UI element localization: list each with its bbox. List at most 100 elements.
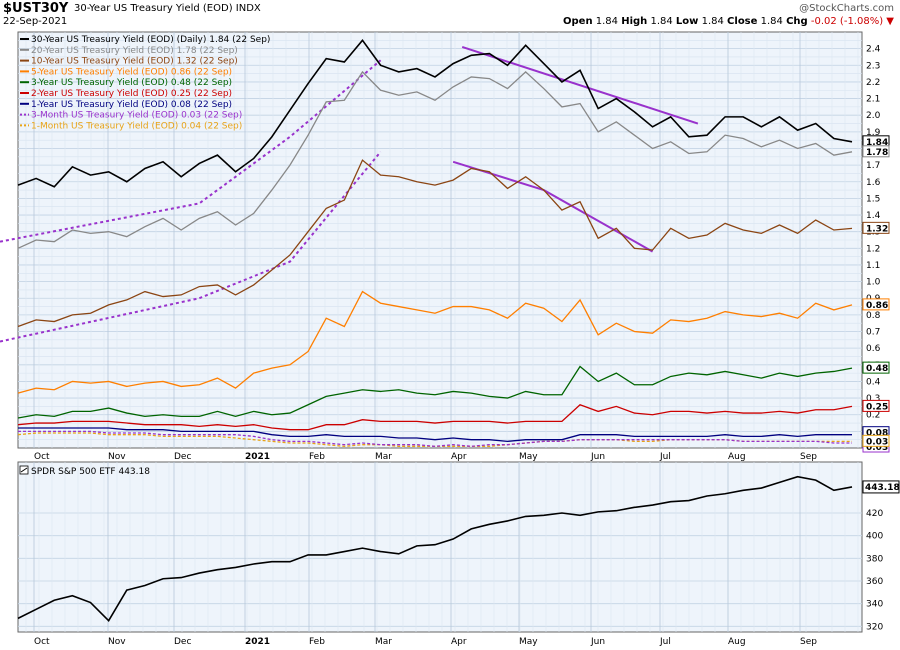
x-month-label: Sep — [800, 637, 817, 647]
last-value-box — [862, 480, 900, 494]
chg-label: Chg — [786, 16, 808, 27]
trendline — [0, 59, 382, 243]
last-value-box — [862, 221, 890, 234]
last-value-tag: 0.86 — [862, 298, 890, 311]
spy-last-value-tag: 443.18 — [862, 480, 900, 494]
y-tick-label: 340 — [866, 600, 883, 610]
last-value-text: 1.84 — [866, 138, 888, 148]
x-month-label: Sep — [800, 452, 817, 462]
y-tick-label: 0.8 — [866, 311, 881, 321]
legend-label: 3-Year US Treasury Yield (EOD) 0.48 (22 … — [31, 78, 232, 88]
low-label: Low — [675, 16, 699, 27]
last-value-box — [862, 434, 890, 447]
symbol-description: 30-Year US Treasury Yield (EOD) INDX — [74, 3, 261, 14]
trendline — [461, 46, 699, 125]
open-value: 1.84 — [595, 16, 619, 27]
y-tick-label: 1.2 — [866, 244, 880, 254]
symbol-label: $UST30Y — [3, 1, 69, 16]
last-value-text: 1.32 — [866, 224, 888, 234]
y-tick-label: 2.0 — [866, 111, 881, 121]
high-value: 1.84 — [650, 16, 673, 27]
close-label: Close — [727, 16, 758, 27]
x-month-label: Nov — [108, 452, 126, 462]
legend: 30-Year US Treasury Yield (EOD) (Daily) … — [20, 35, 270, 131]
legend-label: 3-Month US Treasury Yield (EOD) 0.03 (22… — [31, 111, 242, 121]
y-tick-label: 0.3 — [866, 394, 880, 404]
y-tick-label: 1.5 — [866, 194, 880, 204]
x-month-label: Dec — [174, 452, 191, 462]
last-value-box — [862, 145, 890, 158]
series-line — [17, 290, 853, 394]
last-value-tag: 0.25 — [862, 399, 890, 412]
last-value-text: 1.78 — [866, 148, 888, 158]
main-grid — [18, 32, 862, 448]
x-month-label: 2021 — [245, 637, 270, 647]
last-value-text: 0.08 — [866, 429, 888, 439]
ohlc-readout: Open 1.84 High 1.84 Low 1.84 Close 1.84 … — [563, 16, 894, 27]
y-tick-label: 1.7 — [866, 161, 880, 171]
y-tick-label: 420 — [866, 509, 883, 519]
series-line — [18, 427, 852, 442]
x-month-label: Feb — [309, 637, 325, 647]
y-tick-label: 320 — [866, 622, 883, 632]
last-value-tag: 0.48 — [862, 361, 890, 374]
last-value-tag: 0.03 — [862, 434, 890, 447]
y-tick-label: 400 — [866, 532, 883, 542]
x-month-label: Apr — [451, 637, 467, 647]
y-tick-label: 380 — [866, 554, 883, 564]
close-value: 1.84 — [760, 16, 783, 27]
x-month-label: Dec — [174, 637, 191, 647]
last-value-text: 0.48 — [866, 364, 888, 374]
series-line — [17, 70, 853, 249]
y-tick-label: 2.1 — [866, 95, 880, 105]
legend-swatch-mark — [20, 467, 28, 473]
y-tick-label: 2.2 — [866, 78, 880, 88]
y-tick-label: 0.2 — [866, 411, 880, 421]
chart-date: 22-Sep-2021 — [3, 16, 68, 27]
y-tick-label: 360 — [866, 577, 883, 587]
spy-panel — [17, 461, 863, 633]
trendline — [0, 151, 382, 343]
legend-label: 2-Year US Treasury Yield (EOD) 0.25 (22 … — [31, 89, 232, 99]
x-month-label: 2021 — [245, 452, 270, 462]
legend-label: 30-Year US Treasury Yield (EOD) (Daily) … — [31, 35, 270, 45]
legend-label: 10-Year US Treasury Yield (EOD) 1.32 (22… — [31, 57, 238, 67]
x-month-label: Oct — [34, 637, 50, 647]
down-arrow-icon: ▼ — [886, 16, 894, 27]
x-month-label: Mar — [375, 452, 392, 462]
x-month-label: May — [519, 637, 538, 647]
x-month-label: Aug — [728, 452, 746, 462]
spy-line — [17, 475, 853, 622]
y-tick-label: 2.3 — [866, 61, 880, 71]
last-value-text: 0.03 — [866, 437, 888, 447]
last-value-tag: 1.78 — [862, 145, 890, 158]
y-tick-label: 1.1 — [866, 261, 880, 271]
last-value-box — [862, 298, 890, 311]
x-month-label: Apr — [451, 452, 467, 462]
legend-label: 1-Month US Treasury Yield (EOD) 0.04 (22… — [31, 121, 242, 131]
legend-label: 1-Year US Treasury Yield (EOD) 0.08 (22 … — [31, 100, 232, 110]
high-label: High — [621, 16, 648, 27]
low-value: 1.84 — [701, 16, 724, 27]
spy-legend: SPDR S&P 500 ETF 443.18 — [19, 465, 150, 477]
y-tick-label: 0.4 — [866, 377, 881, 387]
last-value-box — [862, 361, 890, 374]
y-tick-label: 0.7 — [866, 328, 880, 338]
x-month-label: Jun — [590, 452, 605, 462]
x-month-label: Jul — [659, 452, 671, 462]
y-tick-label: 1.9 — [866, 128, 881, 138]
x-month-label: Oct — [34, 452, 50, 462]
open-label: Open — [563, 16, 593, 27]
y-tick-label: 2.4 — [866, 45, 881, 55]
y-tick-label: 1.0 — [866, 278, 881, 288]
last-value-text: 0.25 — [866, 402, 888, 412]
x-month-label: Aug — [728, 637, 746, 647]
x-month-label: Mar — [375, 637, 392, 647]
series-line — [17, 365, 853, 419]
last-value-tag: 1.32 — [862, 221, 890, 234]
chart-header: $UST30Y 30-Year US Treasury Yield (EOD) … — [0, 0, 900, 32]
x-month-label: Nov — [108, 637, 126, 647]
spy-last-value-text: 443.18 — [865, 483, 900, 493]
last-value-text: 0.86 — [866, 301, 888, 311]
